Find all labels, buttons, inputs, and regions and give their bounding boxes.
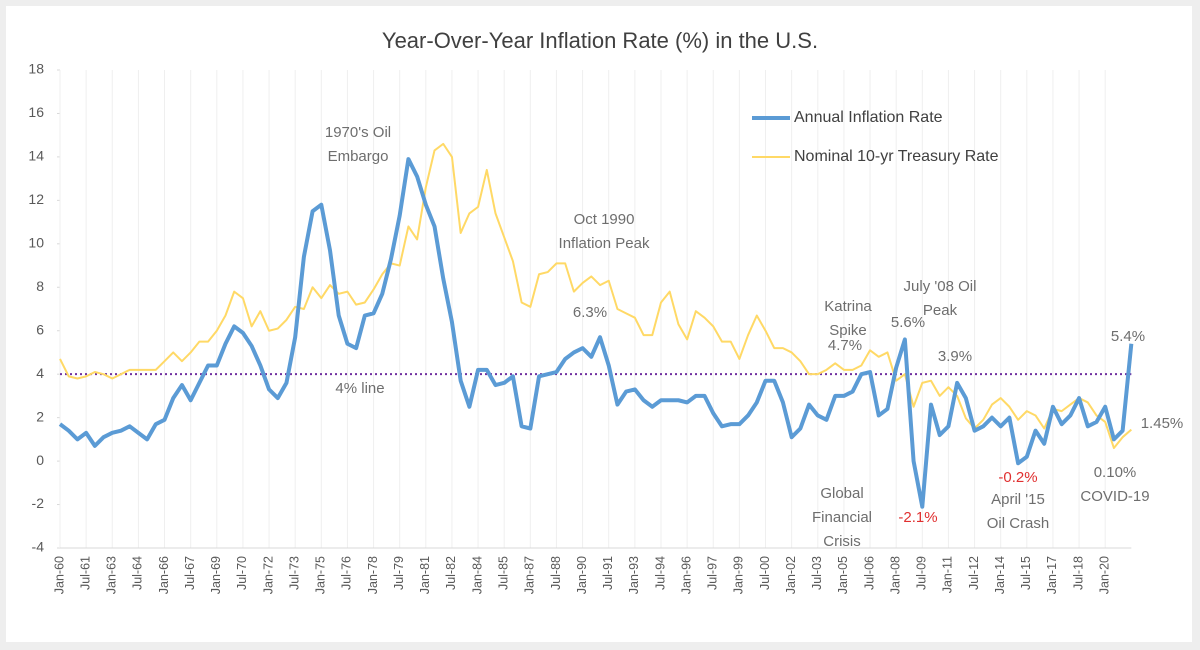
annotation: 4.7%: [828, 337, 862, 354]
annotation: Peak: [923, 302, 958, 319]
x-tick-label: Jan-63: [105, 556, 119, 594]
x-tick-label: Jul-88: [549, 556, 563, 590]
x-tick-label: Jan-02: [784, 556, 798, 594]
x-tick-label: Jan-84: [470, 556, 484, 594]
x-tick-label: Jul-00: [758, 556, 772, 590]
x-tick-label: Jan-96: [679, 556, 693, 594]
legend-label: Annual Inflation Rate: [794, 109, 943, 126]
annotation: 6.3%: [573, 304, 607, 321]
x-tick-label: Jul-85: [497, 556, 511, 590]
x-tick-label: Jul-82: [444, 556, 458, 590]
x-tick-label: Jan-90: [575, 556, 589, 594]
annotation: 5.6%: [891, 314, 925, 331]
x-tick-label: Jan-05: [836, 556, 850, 594]
y-tick-label: 18: [28, 61, 44, 77]
x-tick-label: Jul-12: [967, 556, 981, 590]
x-tick-label: Jul-94: [653, 556, 667, 590]
y-tick-label: 4: [36, 365, 44, 381]
x-tick-label: Jan-78: [366, 556, 380, 594]
x-tick-label: Jul-06: [862, 556, 876, 590]
annotation: Spike: [829, 322, 867, 339]
x-tick-label: Jan-20: [1097, 556, 1111, 594]
y-tick-label: 10: [28, 235, 44, 251]
series-line: [58, 157, 1134, 509]
x-tick-label: Jul-91: [601, 556, 615, 590]
y-tick-label: 14: [28, 148, 44, 164]
annotation: -0.2%: [998, 469, 1037, 486]
annotation: July '08 Oil: [904, 278, 977, 295]
annotation: Global: [820, 485, 863, 502]
annotation: 1.45%: [1141, 415, 1184, 432]
x-tick-label: Jan-72: [261, 556, 275, 594]
y-tick-label: 8: [36, 278, 44, 294]
x-tick-label: Jul-73: [287, 556, 301, 590]
reference-label: 4% line: [335, 380, 384, 397]
y-tick-label: -2: [32, 495, 45, 511]
annotation: Crisis: [823, 533, 861, 550]
x-tick-label: Jan-81: [418, 556, 432, 594]
legend-label: Nominal 10-yr Treasury Rate: [794, 148, 999, 165]
y-tick-label: 2: [36, 408, 44, 424]
x-tick-label: Jul-64: [131, 556, 145, 590]
x-tick-label: Jul-61: [78, 556, 92, 590]
chart-title: Year-Over-Year Inflation Rate (%) in the…: [382, 28, 818, 53]
x-tick-label: Jul-97: [706, 556, 720, 590]
x-tick-label: Jul-15: [1019, 556, 1033, 590]
x-tick-label: Jul-76: [340, 556, 354, 590]
annotation: Inflation Peak: [559, 235, 650, 252]
annotation: Katrina: [824, 298, 872, 315]
x-tick-label: Jul-79: [392, 556, 406, 590]
x-tick-label: Jul-03: [810, 556, 824, 590]
x-tick-label: Jan-99: [732, 556, 746, 594]
y-tick-label: 16: [28, 104, 44, 120]
y-tick-label: 12: [28, 191, 44, 207]
annotation: April '15: [991, 491, 1045, 508]
chart-panel: [6, 6, 1192, 642]
annotation: Embargo: [328, 148, 389, 165]
x-tick-label: Jul-18: [1071, 556, 1085, 590]
x-tick-label: Jan-66: [157, 556, 171, 594]
y-tick-label: 0: [36, 452, 44, 468]
series-line: [59, 142, 1132, 450]
annotation: Oil Crash: [987, 515, 1050, 532]
x-tick-label: Jan-87: [523, 556, 537, 594]
annotation: 3.9%: [938, 348, 972, 365]
x-tick-label: Jan-14: [993, 556, 1007, 594]
annotation: COVID-19: [1080, 488, 1149, 505]
annotation: -2.1%: [898, 509, 937, 526]
annotation: 5.4%: [1111, 328, 1145, 345]
annotation: Oct 1990: [574, 211, 635, 228]
x-tick-label: Jan-93: [627, 556, 641, 594]
annotation: Financial: [812, 509, 872, 526]
y-tick-label: -4: [32, 539, 45, 555]
annotation: 1970's Oil: [325, 124, 391, 141]
x-tick-label: Jan-60: [52, 556, 66, 594]
x-tick-label: Jul-70: [235, 556, 249, 590]
x-tick-label: Jan-11: [941, 556, 955, 593]
x-tick-label: Jul-09: [915, 556, 929, 590]
annotation: 0.10%: [1094, 464, 1137, 481]
x-tick-label: Jan-69: [209, 556, 223, 594]
x-tick-label: Jan-08: [888, 556, 902, 594]
y-tick-label: 6: [36, 321, 44, 337]
x-tick-label: Jul-67: [183, 556, 197, 590]
x-tick-label: Jan-75: [314, 556, 328, 594]
x-tick-label: Jan-17: [1045, 556, 1059, 594]
